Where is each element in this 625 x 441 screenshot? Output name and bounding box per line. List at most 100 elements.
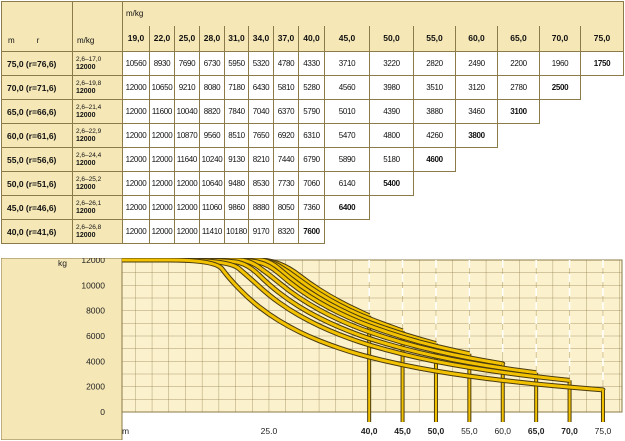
range-cell: 2,6–26,1 12000: [72, 195, 123, 220]
load-value-cell: 4600: [413, 147, 456, 172]
load-value-cell: 3710: [324, 51, 370, 76]
radius-header: 31,0: [224, 25, 249, 52]
load-value-cell: 8080: [199, 75, 225, 100]
y-tick-label: 2000: [86, 382, 105, 392]
load-curve-plot: 12000 10000 8000 6000 4000 2000 0 kg m 25.0 40,0 45…: [1, 258, 623, 440]
load-curve: [121, 258, 604, 392]
load-value-cell: 7690: [174, 51, 200, 76]
y-tick-label: 6000: [86, 331, 105, 341]
range-cell: 2,6–26,8 12000: [72, 219, 123, 244]
load-value-cell: 8880: [248, 195, 274, 220]
load-value-cell: 9170: [248, 219, 274, 244]
load-value-cell: 6730: [199, 51, 225, 76]
load-value-cell: 9210: [174, 75, 200, 100]
load-value-cell: 5280: [298, 75, 325, 100]
table-row: 70,0 (r=71,6) 2,6–19,8 12000 12000 10650 9210…: [1, 75, 624, 100]
load-value-cell: 12000: [122, 99, 150, 124]
range-text: 2,6–17,0: [76, 55, 102, 63]
empty-cell: [413, 195, 456, 220]
boom-config-label: 40,0 (r=41,6): [1, 219, 73, 244]
boom-config-label: 50,0 (r=51,6): [1, 171, 73, 196]
blank-cell: [1, 1, 73, 26]
load-value-cell: 7730: [273, 171, 299, 196]
empty-cell: [369, 219, 414, 244]
range-text: 2,6–22,9: [76, 127, 102, 135]
load-value-cell: 4800: [369, 123, 414, 148]
load-value-cell: 12000: [149, 195, 175, 220]
empty-cell: [580, 75, 624, 100]
load-value-cell: 5790: [298, 99, 325, 124]
range-cell: 2,6–21,4 12000: [72, 99, 123, 124]
load-value-cell: 5890: [324, 147, 370, 172]
load-value-cell: 1750: [579, 51, 625, 76]
load-value-cell: 5400: [369, 171, 414, 196]
y-tick-label: 4000: [86, 356, 105, 366]
empty-cell: [539, 123, 581, 148]
table-row: 55,0 (r=56,6) 2,6–24,4 12000 12000 12000 1164…: [1, 147, 624, 172]
load-value-cell: 10650: [149, 75, 175, 100]
empty-cell: [580, 99, 624, 124]
load-value-cell: 12000: [149, 123, 175, 148]
load-value-cell: 10870: [174, 123, 200, 148]
load-value-cell: 12000: [122, 219, 150, 244]
table-row: 75,0 (r=76,6) 2,6–17,0 12000 10560 8930 7690 6…: [1, 51, 625, 76]
max-load-text: 12000: [76, 183, 96, 191]
x-tick-label: 55,0: [461, 426, 478, 436]
load-value-cell: 8530: [248, 171, 274, 196]
empty-cell: [324, 219, 370, 244]
load-value-cell: 11600: [149, 99, 175, 124]
empty-cell: [369, 195, 414, 220]
load-value-cell: 5180: [369, 147, 414, 172]
empty-cell: [539, 171, 581, 196]
boom-config-label: 60,0 (r=61,6): [1, 123, 73, 148]
boom-config-label: 45,0 (r=46,6): [1, 195, 73, 220]
empty-cell: [413, 219, 456, 244]
radius-header: 70,0: [539, 25, 581, 52]
load-value-cell: 12000: [174, 195, 200, 220]
radius-header: 75,0: [579, 25, 625, 52]
empty-cell: [413, 171, 456, 196]
max-load-text: 12000: [76, 231, 96, 239]
range-unit-header: m/kg: [72, 25, 123, 52]
boom-config-label: 65,0 (r=66,6): [1, 99, 73, 124]
range-cell: 2,6–17,0 12000: [72, 51, 123, 76]
radius-header: 28,0: [199, 25, 225, 52]
empty-cell: [497, 219, 540, 244]
load-value-cell: 2780: [497, 75, 540, 100]
x-tick-label: 60,0: [494, 426, 511, 436]
load-value-cell: 2500: [539, 75, 581, 100]
load-value-cell: 1960: [539, 51, 581, 76]
empty-cell: [580, 195, 624, 220]
load-value-cell: 7360: [298, 195, 325, 220]
load-value-cell: 6310: [298, 123, 325, 148]
load-value-cell: 7040: [248, 99, 274, 124]
load-value-cell: 12000: [122, 147, 150, 172]
radius-header: 25,0: [174, 25, 200, 52]
load-value-cell: 7600: [298, 219, 325, 244]
range-cell: 2,6–19,8 12000: [72, 75, 123, 100]
load-value-cell: 11060: [199, 195, 225, 220]
load-value-cell: 12000: [122, 75, 150, 100]
y-tick-label: 12000: [81, 258, 105, 265]
load-value-cell: 5810: [273, 75, 299, 100]
load-value-cell: 10240: [199, 147, 225, 172]
range-text: 2,6–24,4: [76, 151, 102, 159]
empty-cell: [580, 219, 624, 244]
load-value-cell: 6920: [273, 123, 299, 148]
load-value-cell: 3460: [455, 99, 498, 124]
load-value-cell: 6370: [273, 99, 299, 124]
empty-cell: [497, 171, 540, 196]
load-value-cell: 6140: [324, 171, 370, 196]
radius-header: 50,0: [369, 25, 414, 52]
load-value-cell: 3980: [369, 75, 414, 100]
load-value-cell: 4330: [298, 51, 325, 76]
empty-cell: [539, 147, 581, 172]
load-value-cell: 3120: [455, 75, 498, 100]
load-value-cell: 3220: [369, 51, 414, 76]
load-value-cell: 9860: [224, 195, 249, 220]
load-value-cell: 8320: [273, 219, 299, 244]
load-value-cell: 8930: [149, 51, 175, 76]
x-tick-label: 50,0: [428, 426, 445, 436]
empty-cell: [580, 147, 624, 172]
